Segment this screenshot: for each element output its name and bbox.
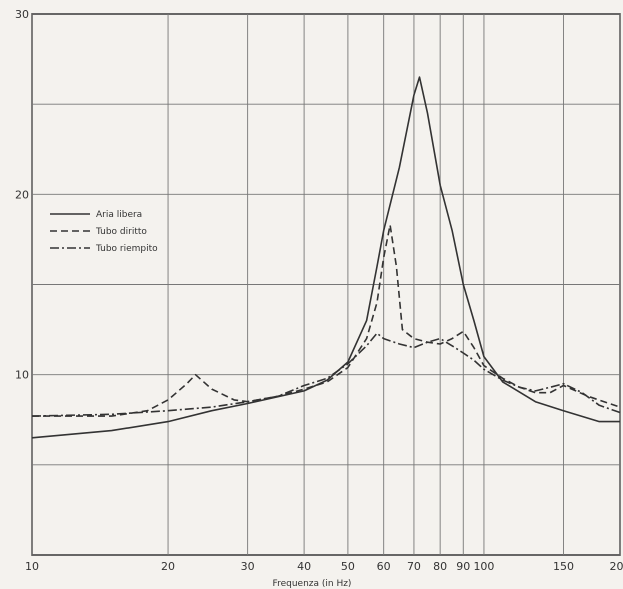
- x-tick-label: 200: [610, 560, 623, 573]
- x-tick-label: 150: [553, 560, 574, 573]
- legend-label: Tubo diritto: [95, 227, 147, 237]
- legend-label: Tubo riempito: [95, 244, 158, 254]
- x-tick-label: 10: [25, 560, 39, 573]
- x-tick-label: 40: [297, 560, 311, 573]
- x-tick-label: 20: [161, 560, 175, 573]
- y-tick-label: 10: [15, 369, 29, 382]
- y-tick-label: 30: [15, 8, 29, 21]
- y-tick-label: 20: [15, 188, 29, 201]
- x-tick-label: 80: [433, 560, 447, 573]
- series-lines: [31, 76, 621, 439]
- legend: Aria libera Tubo diritto Tubo riempito: [50, 210, 158, 254]
- series-line-1: [31, 76, 620, 439]
- x-tick-label: 60: [377, 560, 391, 573]
- x-tick-label: 50: [341, 560, 355, 573]
- x-tick-label: 100: [473, 560, 494, 573]
- series-line-3: [31, 332, 621, 417]
- legend-label: Aria libera: [96, 210, 142, 220]
- x-tick-label: 90: [456, 560, 470, 573]
- x-tick-label: 30: [241, 560, 255, 573]
- x-axis-label: Frequenza (in Hz): [273, 579, 352, 589]
- grid: [31, 13, 621, 556]
- x-tick-label: 70: [407, 560, 421, 573]
